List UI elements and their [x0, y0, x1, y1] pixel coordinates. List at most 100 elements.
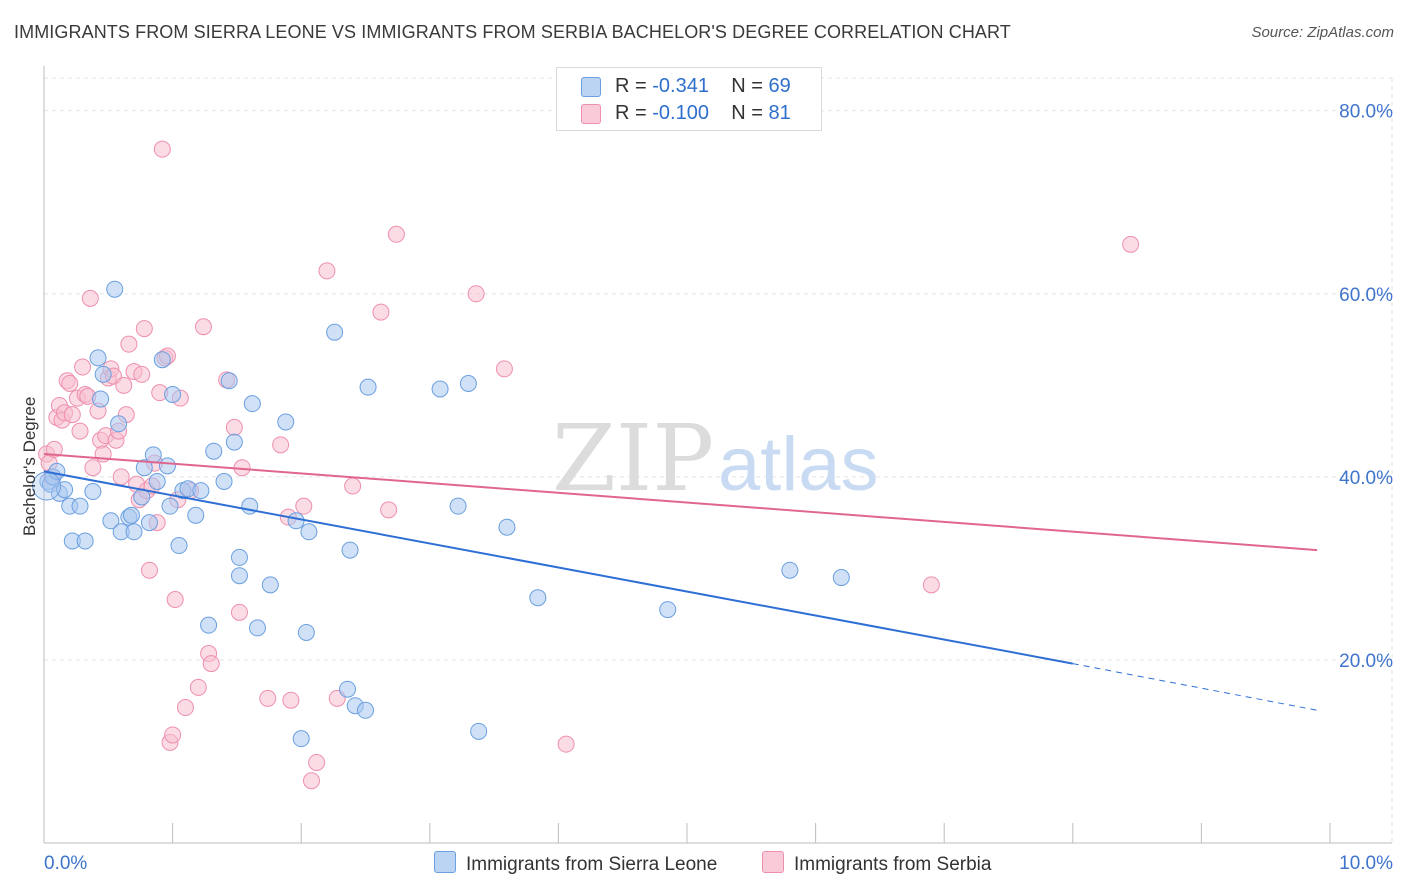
serbia-point: [166, 591, 184, 609]
sierra-leone-point: [89, 349, 107, 367]
sierra-leone-point: [297, 623, 315, 641]
legend-series-label: Immigrants from Sierra Leone: [466, 854, 718, 875]
sierra-leone-point: [135, 459, 153, 477]
sierra-leone-point: [122, 506, 140, 524]
y-tick-label: 20.0%: [1339, 651, 1393, 672]
serbia-point: [344, 477, 362, 495]
sierra-leone-points: [32, 280, 850, 748]
sierra-leone-point: [459, 375, 477, 393]
sierra-leone-point: [300, 523, 318, 541]
serbia-point: [112, 468, 130, 486]
sierra-leone-point: [225, 433, 243, 451]
trend-lines: [43, 452, 1318, 711]
bottom-legend-sierra-leone: Immigrants from Sierra Leone: [434, 851, 717, 876]
sierra-leone-point: [187, 506, 205, 524]
sierra-leone-point: [261, 576, 279, 594]
serbia-point: [272, 436, 290, 454]
sierra-leone-point: [338, 680, 356, 698]
sierra-leone-point: [243, 395, 261, 413]
legend-swatch-pink: [762, 851, 784, 873]
x-tick-labels: 0.0% 10.0%: [44, 853, 1393, 874]
sierra-leone-point: [102, 512, 120, 530]
legend-r-value: -0.100: [652, 102, 709, 124]
serbia-point: [922, 576, 940, 594]
sierra-leone-point: [140, 514, 158, 532]
sierra-leone-point: [230, 567, 248, 585]
sierra-leone-point: [94, 365, 112, 383]
legend-series-label: Immigrants from Serbia: [794, 854, 992, 875]
sierra-leone-point: [110, 415, 128, 433]
sierra-leone-point: [277, 413, 295, 431]
serbia-point: [74, 358, 92, 376]
sierra-leone-point: [76, 532, 94, 550]
serbia-point: [380, 501, 398, 519]
serbia-point: [153, 140, 171, 158]
serbia-point: [61, 375, 79, 393]
serbia-point: [176, 699, 194, 717]
y-axis-label: Bachelor's Degree: [20, 396, 39, 536]
sierra-leone-point: [148, 472, 166, 490]
sierra-leone-point: [287, 512, 305, 530]
serbia-point: [302, 772, 320, 790]
serbia-point: [282, 691, 300, 709]
sierra-leone-trend-line: [43, 470, 1073, 665]
serbia-point: [557, 735, 575, 753]
legend-swatch-pink: [581, 104, 601, 124]
serbia-point: [135, 320, 153, 338]
serbia-point: [63, 406, 81, 424]
sierra-leone-point: [71, 497, 89, 515]
serbia-point: [1122, 235, 1140, 253]
sierra-leone-point: [781, 561, 799, 579]
serbia-point: [372, 303, 390, 321]
serbia-point: [81, 289, 99, 307]
serbia-point: [259, 689, 277, 707]
sierra-leone-point: [92, 390, 110, 408]
legend-swatch-blue: [581, 77, 601, 97]
sierra-leone-point: [215, 472, 233, 490]
source-label: Source: ZipAtlas.com: [1251, 24, 1394, 41]
serbia-point: [120, 335, 138, 353]
legend-r-label: R =: [615, 75, 647, 97]
legend-n-value: 81: [768, 102, 791, 124]
sierra-leone-point: [431, 380, 449, 398]
x-tick-label: 10.0%: [1339, 853, 1393, 874]
sierra-leone-point: [170, 537, 188, 555]
serbia-point: [225, 418, 243, 436]
stats-legend: R = -0.341 N = 69 R = -0.100 N = 81: [556, 67, 822, 131]
legend-n-value: 69: [768, 75, 791, 97]
serbia-point: [318, 262, 336, 280]
y-tick-label: 60.0%: [1339, 285, 1393, 306]
sierra-leone-point: [106, 280, 124, 298]
sierra-leone-point: [359, 378, 377, 396]
sierra-leone-point: [498, 518, 516, 536]
sierra-leone-point: [161, 497, 179, 515]
bottom-legend-serbia: Immigrants from Serbia: [762, 851, 991, 876]
x-tick-label: 0.0%: [44, 853, 87, 874]
sierra-leone-point: [248, 619, 266, 637]
sierra-leone-point: [357, 701, 374, 719]
watermark-atlas: atlas: [718, 422, 879, 507]
sierra-leone-point: [84, 483, 102, 501]
serbia-point: [295, 497, 313, 515]
sierra-leone-point: [144, 446, 162, 464]
sierra-leone-point: [205, 442, 223, 460]
serbia-point: [164, 726, 182, 744]
watermark-zip: ZIP: [552, 405, 714, 512]
serbia-point: [387, 225, 405, 243]
sierra-leone-trend-extension: [1072, 663, 1318, 711]
legend-n-label: N =: [731, 102, 763, 124]
serbia-point: [230, 603, 248, 621]
legend-r-label: R =: [615, 102, 647, 124]
serbia-point: [45, 440, 63, 458]
sierra-leone-point: [529, 589, 547, 607]
sierra-leone-point: [832, 569, 850, 587]
serbia-point: [202, 655, 220, 673]
serbia-point: [189, 678, 207, 696]
sierra-leone-point: [220, 372, 238, 390]
serbia-point: [308, 753, 326, 771]
chart-title: IMMIGRANTS FROM SIERRA LEONE VS IMMIGRAN…: [14, 22, 1011, 42]
serbia-point: [194, 318, 212, 336]
serbia-point: [140, 561, 158, 579]
sierra-leone-point: [230, 548, 248, 566]
